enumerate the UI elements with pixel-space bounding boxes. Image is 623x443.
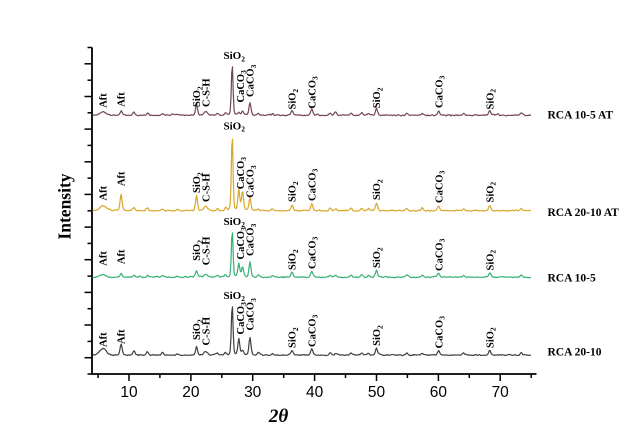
svg-text:SiO2: SiO2 — [372, 247, 384, 268]
svg-text:SiO2: SiO2 — [288, 181, 300, 202]
svg-text:CaCO3: CaCO3 — [434, 238, 446, 271]
svg-text:C-S-H: C-S-H — [201, 237, 212, 266]
svg-text:SiO2: SiO2 — [485, 182, 497, 203]
svg-text:SiO2: SiO2 — [223, 50, 245, 63]
svg-text:SiO2: SiO2 — [192, 86, 204, 107]
svg-text:CaCO3: CaCO3 — [246, 298, 258, 331]
svg-text:Aft: Aft — [117, 92, 128, 107]
svg-text:CaCO3: CaCO3 — [236, 70, 248, 103]
svg-text:CaCO3: CaCO3 — [307, 314, 319, 347]
svg-text:RCA 20-10: RCA 20-10 — [548, 347, 602, 359]
svg-text:Aft: Aft — [99, 332, 110, 347]
svg-text:10: 10 — [120, 384, 138, 401]
svg-text:Aft: Aft — [99, 251, 110, 266]
svg-text:CaCO3: CaCO3 — [236, 302, 248, 335]
svg-text:C-S-H: C-S-H — [201, 173, 212, 202]
svg-text:SiO2: SiO2 — [288, 249, 300, 270]
svg-text:60: 60 — [430, 384, 448, 401]
svg-text:40: 40 — [306, 384, 324, 401]
svg-text:SiO2: SiO2 — [288, 327, 300, 348]
svg-text:50: 50 — [368, 384, 386, 401]
svg-text:CaCO3: CaCO3 — [434, 316, 446, 349]
svg-text:RCA 10-5: RCA 10-5 — [548, 273, 596, 285]
svg-text:Aft: Aft — [117, 249, 128, 264]
svg-text:RCA 10-5 AT: RCA 10-5 AT — [548, 109, 614, 121]
svg-text:Aft: Aft — [99, 185, 110, 200]
svg-text:CaCO3: CaCO3 — [236, 227, 248, 260]
svg-text:Intensity: Intensity — [55, 173, 75, 239]
svg-text:SiO2: SiO2 — [372, 87, 384, 108]
svg-text:CaCO3: CaCO3 — [434, 170, 446, 203]
svg-text:SiO2: SiO2 — [288, 89, 300, 110]
svg-text:SiO2: SiO2 — [485, 327, 497, 348]
svg-text:CaCO3: CaCO3 — [307, 168, 319, 201]
svg-text:20: 20 — [182, 384, 200, 401]
svg-text:2θ: 2θ — [268, 406, 289, 427]
svg-text:SiO2: SiO2 — [485, 250, 497, 271]
svg-text:SiO2: SiO2 — [192, 172, 204, 193]
svg-text:70: 70 — [492, 384, 510, 401]
svg-text:CaCO3: CaCO3 — [246, 223, 258, 256]
svg-text:CaCO3: CaCO3 — [246, 64, 258, 97]
svg-text:Aft: Aft — [117, 171, 128, 186]
svg-text:Aft: Aft — [117, 329, 128, 344]
svg-text:SiO2: SiO2 — [372, 179, 384, 200]
svg-text:Aft: Aft — [99, 93, 110, 108]
svg-text:CaCO3: CaCO3 — [246, 165, 258, 198]
svg-text:CaCO3: CaCO3 — [307, 236, 319, 269]
svg-text:SiO2: SiO2 — [372, 325, 384, 346]
svg-text:CaCO3: CaCO3 — [307, 76, 319, 109]
svg-text:CaCO3: CaCO3 — [236, 157, 248, 190]
svg-text:SiO2: SiO2 — [223, 216, 245, 229]
svg-text:CaCO3: CaCO3 — [434, 75, 446, 108]
svg-text:RCA 20-10 AT: RCA 20-10 AT — [548, 207, 620, 219]
svg-text:C-S-H: C-S-H — [201, 78, 212, 107]
svg-text:C-S-H: C-S-H — [201, 317, 212, 346]
svg-text:30: 30 — [244, 384, 262, 401]
svg-text:SiO2: SiO2 — [223, 290, 245, 303]
svg-text:SiO2: SiO2 — [192, 319, 204, 340]
svg-text:SiO2: SiO2 — [192, 240, 204, 261]
svg-text:SiO2: SiO2 — [485, 89, 497, 110]
svg-text:SiO2: SiO2 — [223, 121, 245, 134]
